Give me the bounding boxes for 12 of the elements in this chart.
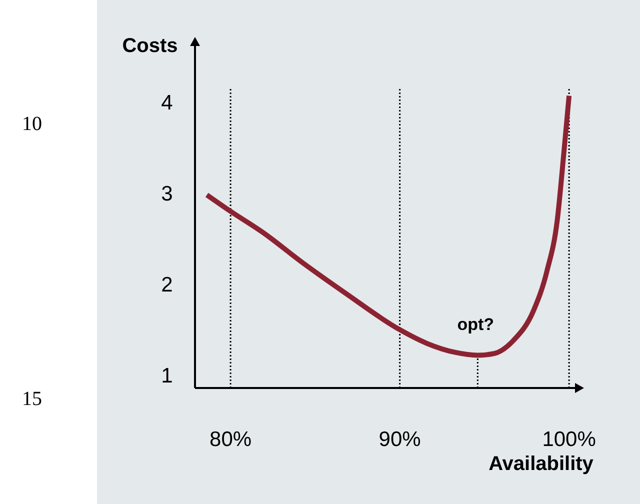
x-tick-label: 80% bbox=[210, 428, 252, 451]
y-tick-label: 4 bbox=[161, 91, 174, 114]
y-tick-label: 1 bbox=[161, 364, 173, 388]
x-tick-label: 100% bbox=[542, 428, 596, 451]
annotation: opt? bbox=[457, 315, 494, 334]
text: 15 bbox=[22, 388, 42, 410]
x-axis-title: Availability bbox=[488, 453, 594, 475]
y-tick-label: 3 bbox=[161, 182, 173, 206]
y-tick-label: 2 bbox=[161, 274, 173, 297]
x-tick-label: 90% bbox=[378, 428, 421, 451]
text: 10 bbox=[22, 113, 42, 135]
y-axis-title: Costs bbox=[122, 35, 178, 57]
